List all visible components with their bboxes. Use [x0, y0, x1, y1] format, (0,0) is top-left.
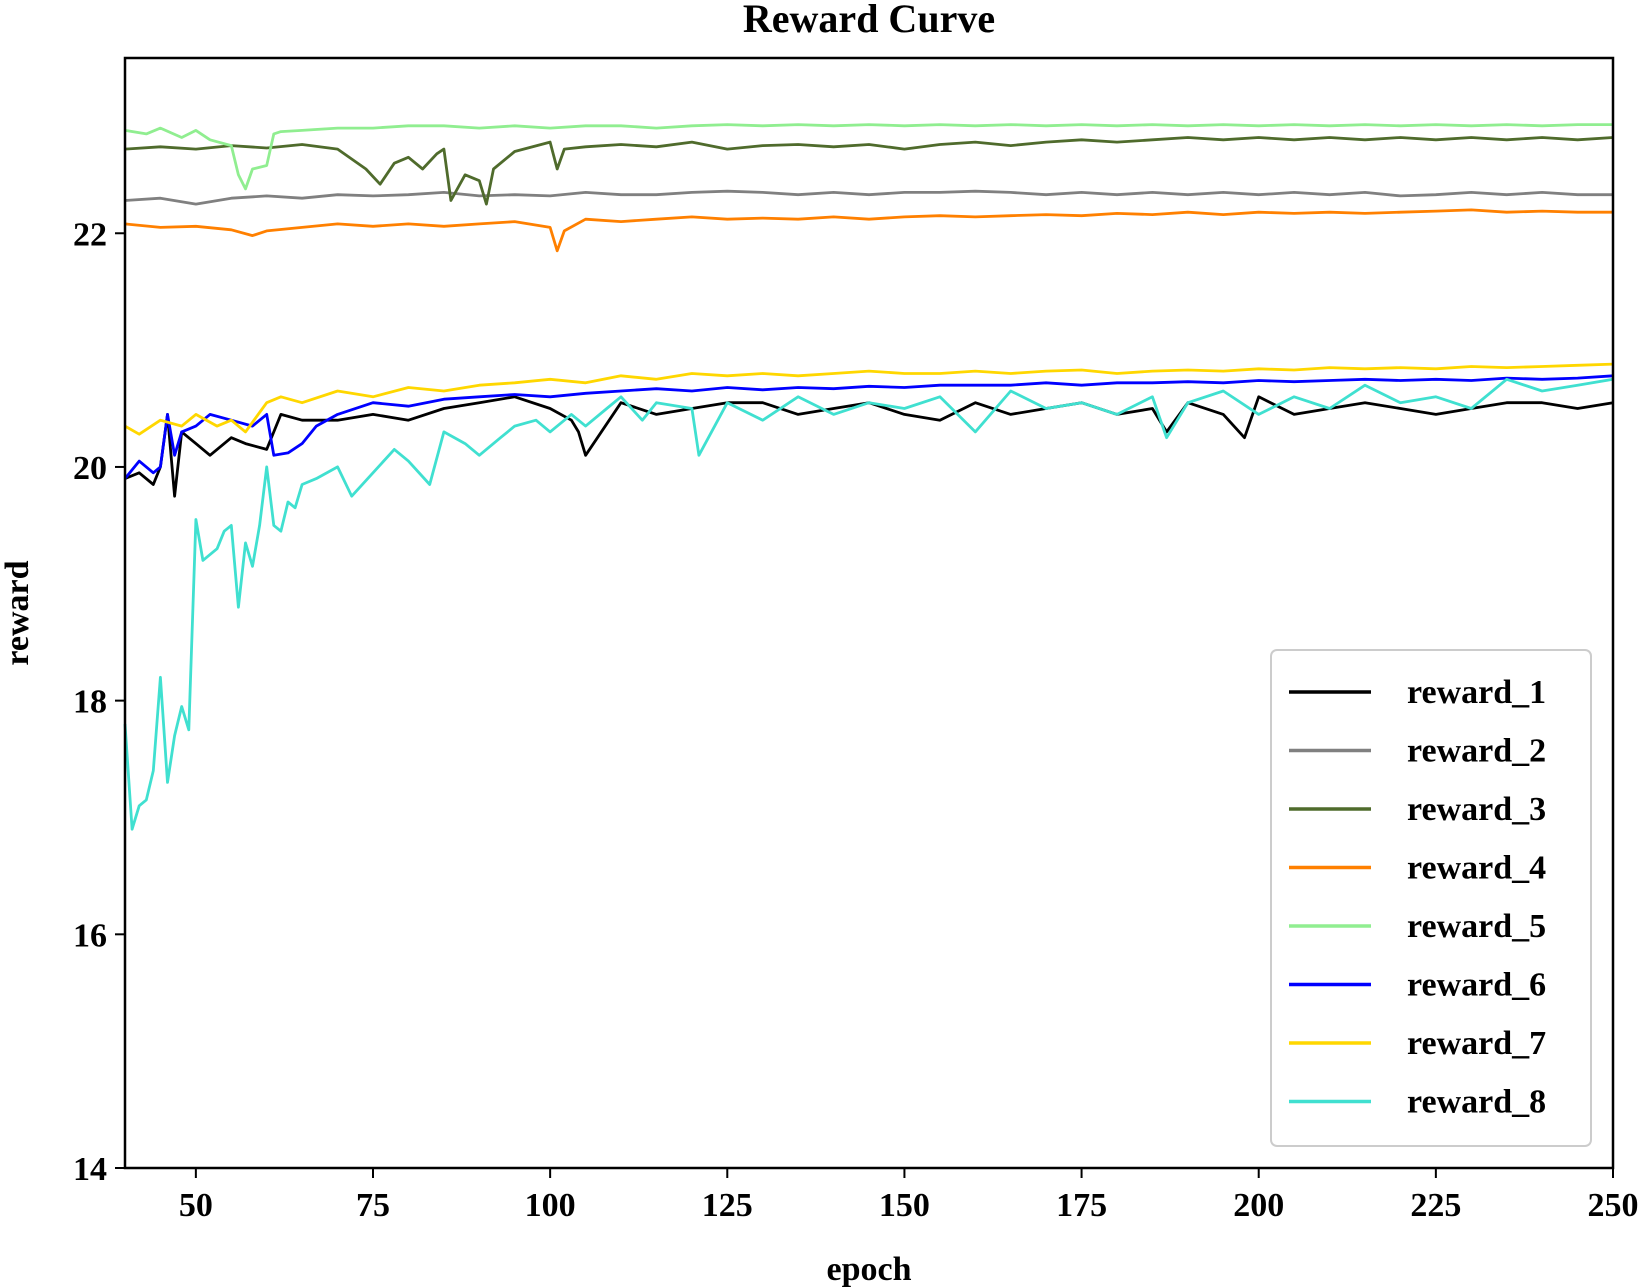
- x-tick-label: 175: [1056, 1187, 1107, 1224]
- series-line-reward_2: [124, 189, 1613, 206]
- legend: reward_1 reward_2 reward_3 reward_4 reward_5…: [1270, 649, 1592, 1147]
- series-line-reward_4: [124, 208, 1613, 253]
- x-tick-label: 200: [1233, 1187, 1284, 1224]
- y-tick-label: 20: [73, 450, 107, 487]
- y-tick-label: 18: [73, 684, 107, 721]
- legend-label-reward_5: reward_5: [1407, 908, 1546, 945]
- legend-label-reward_4: reward_4: [1407, 850, 1546, 887]
- series-line-reward_3: [124, 136, 1614, 206]
- legend-label-reward_2: reward_2: [1407, 733, 1546, 770]
- y-axis-label: reward: [0, 560, 36, 665]
- legend-label-reward_8: reward_8: [1407, 1084, 1546, 1121]
- x-tick-label: 150: [879, 1187, 930, 1224]
- plot-frame: [123, 56, 1615, 1170]
- x-axis-label: epoch: [827, 1251, 912, 1287]
- series-line-reward_6: [123, 374, 1614, 480]
- series-line-reward_7: [124, 362, 1614, 436]
- y-tick-label: 22: [73, 216, 107, 253]
- x-tick-label: 75: [356, 1187, 390, 1224]
- x-axis: 50 75 100 125 150 175 200 225 250: [179, 1168, 1639, 1224]
- y-tick-label: 16: [73, 917, 107, 954]
- legend-label-reward_7: reward_7: [1407, 1025, 1546, 1062]
- x-tick-label: 125: [702, 1187, 753, 1224]
- y-tick-label: 14: [73, 1151, 107, 1188]
- chart-title: Reward Curve: [743, 0, 995, 41]
- x-tick-label: 250: [1588, 1187, 1639, 1224]
- legend-box: [1270, 649, 1592, 1147]
- series-layer: [123, 123, 1614, 831]
- legend-label-reward_6: reward_6: [1407, 967, 1546, 1004]
- y-axis: 14 16 18 20 22: [73, 216, 125, 1188]
- legend-label-reward_1: reward_1: [1407, 674, 1546, 711]
- series-line-reward_5: [124, 123, 1613, 191]
- series-line-reward_8: [123, 377, 1614, 831]
- x-tick-label: 100: [525, 1187, 576, 1224]
- x-tick-label: 225: [1410, 1187, 1461, 1224]
- legend-label-reward_3: reward_3: [1407, 791, 1546, 828]
- x-tick-label: 50: [179, 1187, 213, 1224]
